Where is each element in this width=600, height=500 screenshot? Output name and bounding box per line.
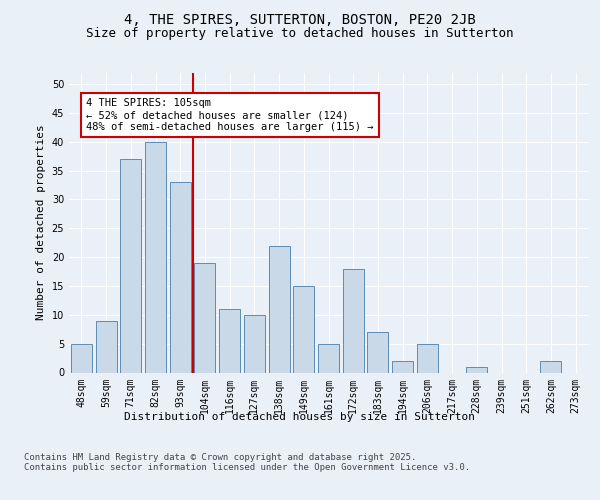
Bar [120, 159, 141, 372]
Bar [219, 309, 240, 372]
Bar [269, 246, 290, 372]
Bar [367, 332, 388, 372]
Bar [170, 182, 191, 372]
Bar [466, 366, 487, 372]
Bar [318, 344, 339, 372]
Bar [194, 263, 215, 372]
Text: Contains HM Land Registry data © Crown copyright and database right 2025.
Contai: Contains HM Land Registry data © Crown c… [24, 452, 470, 472]
Text: 4 THE SPIRES: 105sqm
← 52% of detached houses are smaller (124)
48% of semi-deta: 4 THE SPIRES: 105sqm ← 52% of detached h… [86, 98, 373, 132]
Bar [244, 315, 265, 372]
Bar [293, 286, 314, 372]
Bar [71, 344, 92, 372]
Bar [343, 268, 364, 372]
Bar [417, 344, 438, 372]
Bar [95, 320, 116, 372]
Bar [541, 361, 562, 372]
Y-axis label: Number of detached properties: Number of detached properties [36, 124, 46, 320]
Text: 4, THE SPIRES, SUTTERTON, BOSTON, PE20 2JB: 4, THE SPIRES, SUTTERTON, BOSTON, PE20 2… [124, 12, 476, 26]
Text: Distribution of detached houses by size in Sutterton: Distribution of detached houses by size … [125, 412, 476, 422]
Text: Size of property relative to detached houses in Sutterton: Size of property relative to detached ho… [86, 28, 514, 40]
Bar [392, 361, 413, 372]
Bar [145, 142, 166, 372]
